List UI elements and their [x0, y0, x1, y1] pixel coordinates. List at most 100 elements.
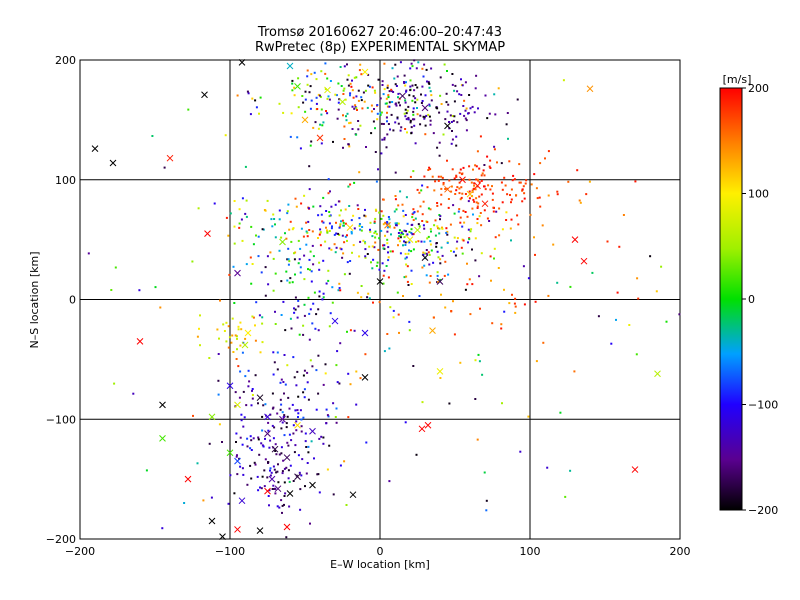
- velocity-dot: [285, 237, 288, 240]
- velocity-dot: [390, 113, 393, 116]
- velocity-dot: [473, 111, 476, 114]
- velocity-dot: [249, 113, 252, 116]
- velocity-dot: [335, 94, 338, 97]
- velocity-dot: [387, 96, 390, 99]
- velocity-dot: [312, 263, 315, 266]
- velocity-dot: [397, 313, 400, 316]
- velocity-dot: [441, 227, 444, 230]
- velocity-dot: [480, 252, 483, 255]
- velocity-dot: [371, 235, 374, 238]
- velocity-dot: [196, 335, 199, 338]
- velocity-dot: [477, 202, 480, 205]
- velocity-dot: [343, 241, 346, 244]
- velocity-dot: [416, 210, 419, 213]
- velocity-dot: [451, 115, 454, 117]
- velocity-dot: [364, 89, 367, 92]
- velocity-dot: [412, 248, 415, 251]
- velocity-dot: [411, 99, 414, 102]
- velocity-dot: [419, 205, 422, 208]
- velocity-dot: [273, 218, 276, 220]
- velocity-dot: [276, 412, 279, 415]
- velocity-dot: [514, 311, 517, 314]
- velocity-dot: [615, 318, 617, 321]
- velocity-dot: [362, 91, 365, 94]
- velocity-dot: [254, 374, 257, 377]
- velocity-dot: [309, 107, 312, 110]
- velocity-dot: [339, 66, 342, 68]
- velocity-dot: [294, 251, 297, 254]
- velocity-dot: [321, 124, 324, 127]
- velocity-cross: [466, 190, 474, 198]
- velocity-dot: [355, 370, 358, 373]
- velocity-dot: [262, 404, 265, 407]
- velocity-dot: [241, 351, 244, 354]
- velocity-dot: [475, 74, 478, 77]
- velocity-dot: [457, 210, 460, 213]
- velocity-dot: [271, 488, 274, 490]
- velocity-dot: [466, 215, 469, 218]
- velocity-dot: [523, 192, 526, 195]
- velocity-dot: [353, 329, 356, 332]
- velocity-cross: [418, 425, 426, 433]
- velocity-dot: [289, 135, 292, 138]
- velocity-dot: [483, 174, 486, 177]
- velocity-dot: [547, 150, 550, 153]
- velocity-dot: [267, 421, 270, 424]
- velocity-dot: [276, 368, 279, 371]
- velocity-dot: [341, 256, 344, 259]
- velocity-dot: [471, 207, 474, 210]
- velocity-dot: [372, 120, 375, 123]
- velocity-cross: [309, 427, 316, 435]
- velocity-dot: [427, 169, 430, 171]
- velocity-dot: [391, 67, 394, 70]
- velocity-dot: [297, 416, 299, 418]
- velocity-dot: [387, 123, 390, 125]
- velocity-dot: [379, 113, 382, 116]
- velocity-dot: [138, 289, 141, 292]
- velocity-dot: [318, 290, 321, 293]
- velocity-dot: [485, 509, 488, 512]
- velocity-dot: [390, 90, 393, 93]
- velocity-dot: [456, 186, 459, 189]
- velocity-dot: [228, 336, 231, 339]
- velocity-dot: [487, 184, 490, 187]
- velocity-dot: [392, 91, 395, 93]
- velocity-dot: [376, 104, 379, 106]
- velocity-cross: [283, 454, 291, 461]
- velocity-dot: [310, 140, 313, 143]
- velocity-dot: [217, 393, 220, 396]
- velocity-dot: [410, 250, 413, 253]
- velocity-dot: [357, 208, 360, 210]
- velocity-dot: [486, 155, 489, 158]
- velocity-dot: [403, 240, 405, 243]
- velocity-dot: [259, 486, 261, 489]
- velocity-dot: [300, 474, 303, 477]
- velocity-dot: [399, 190, 402, 193]
- velocity-dot: [283, 467, 286, 470]
- velocity-dot: [407, 252, 410, 255]
- velocity-cross: [421, 254, 429, 261]
- velocity-dot: [311, 322, 314, 325]
- velocity-dot: [385, 146, 388, 149]
- velocity-dot: [529, 213, 532, 216]
- velocity-dot: [382, 123, 385, 125]
- velocity-dot: [245, 263, 248, 266]
- velocity-dot: [218, 337, 220, 340]
- velocity-dot: [227, 346, 230, 349]
- velocity-dot: [419, 123, 422, 126]
- velocity-dot: [369, 230, 372, 233]
- velocity-dot: [416, 86, 419, 89]
- velocity-dot: [291, 82, 294, 85]
- velocity-dot: [408, 329, 411, 332]
- velocity-dot: [406, 265, 409, 268]
- velocity-dot: [493, 247, 496, 250]
- velocity-dot: [329, 214, 332, 217]
- velocity-dot: [458, 187, 461, 190]
- velocity-dot: [541, 224, 544, 227]
- velocity-dot: [472, 168, 474, 171]
- velocity-dot: [270, 471, 273, 474]
- velocity-dot: [426, 186, 429, 189]
- velocity-dot: [326, 231, 329, 234]
- velocity-dot: [231, 334, 234, 337]
- velocity-dot: [585, 193, 588, 196]
